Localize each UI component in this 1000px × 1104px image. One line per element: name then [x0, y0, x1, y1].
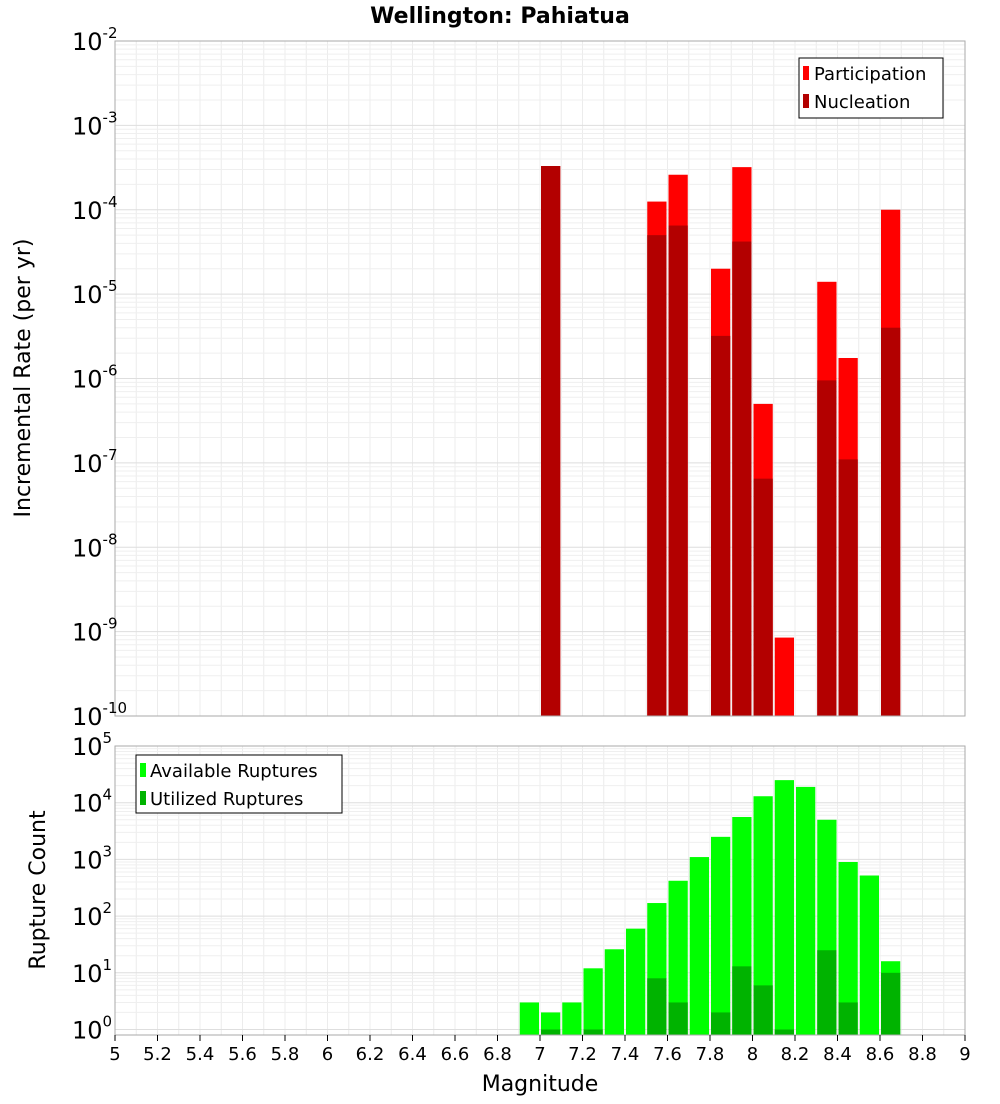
top-legend-box — [798, 57, 944, 119]
top-y-tick-label: 10-4 — [72, 193, 118, 225]
bar-utilized-ruptures — [774, 1029, 794, 1035]
top-y-tick-label: 10-9 — [72, 615, 118, 647]
bar-utilized-ruptures — [838, 1002, 858, 1035]
top-plot: 10-10 10-9 10-8 10-7 10-6 10-5 10-4 10-3 10-2 In… — [11, 24, 966, 731]
bottom-legend-box — [135, 754, 343, 814]
bar-utilized-ruptures — [668, 1002, 688, 1035]
top-bars — [541, 166, 901, 717]
bar-available-ruptures — [753, 796, 773, 1035]
top-plot-border — [114, 40, 966, 717]
top-y-tick-label: 10-10 — [72, 699, 127, 731]
bar-utilized-ruptures — [711, 1012, 731, 1035]
bottom-bars — [519, 780, 901, 1035]
bar-available-ruptures — [626, 928, 646, 1035]
legend-label-utilized: Utilized Ruptures — [150, 789, 303, 810]
bar-available-ruptures — [859, 875, 879, 1035]
x-ticks: 5 5.2 5.4 5.6 5.8 6 6.2 6.4 6.6 6.8 7 7.2 7.4 7.6 7.8 8… — [109, 1035, 971, 1065]
top-y-tick-label: 10-6 — [72, 362, 118, 394]
bar-nucleation — [817, 380, 837, 716]
x-tick-label: 6.2 — [356, 1044, 385, 1065]
bar-available-ruptures — [711, 836, 731, 1035]
bar-nucleation — [753, 478, 773, 716]
x-tick-label: 7.8 — [696, 1044, 725, 1065]
top-y-tick-label: 10-3 — [72, 108, 118, 140]
bar-available-ruptures — [519, 1002, 539, 1035]
bar-available-ruptures — [583, 968, 603, 1035]
x-tick-label: 8.4 — [823, 1044, 852, 1065]
x-tick-label: 6 — [322, 1044, 333, 1065]
bottom-y-tick-label: 101 — [72, 956, 112, 988]
x-tick-label: 5.4 — [186, 1044, 215, 1065]
top-grid — [114, 40, 966, 717]
bar-utilized-ruptures — [881, 972, 901, 1035]
bar-nucleation — [647, 235, 667, 716]
x-tick-label: 5.6 — [228, 1044, 257, 1065]
bar-nucleation — [732, 241, 752, 717]
x-tick-label: 7.6 — [653, 1044, 682, 1065]
x-tick-label: 7.4 — [611, 1044, 640, 1065]
x-tick-label: 8 — [747, 1044, 758, 1065]
bar-nucleation — [881, 327, 901, 716]
bar-utilized-ruptures — [583, 1029, 603, 1035]
legend-label-available: Available Ruptures — [150, 761, 318, 782]
x-tick-label: 8.8 — [908, 1044, 937, 1065]
top-legend: Participation Nucleation — [798, 57, 944, 119]
bar-available-ruptures — [689, 857, 709, 1035]
bottom-y-axis-label: Rupture Count — [26, 810, 51, 970]
bar-available-ruptures — [562, 1002, 582, 1035]
chart-title: Wellington: Pahiatua — [370, 4, 630, 29]
x-tick-label: 6.4 — [398, 1044, 427, 1065]
bar-available-ruptures — [774, 780, 794, 1035]
top-y-tick-label: 10-8 — [72, 530, 118, 562]
bottom-y-tick-label: 103 — [72, 842, 112, 874]
bar-utilized-ruptures — [732, 966, 752, 1035]
bar-participation — [774, 637, 794, 716]
bottom-y-tick-label: 104 — [72, 786, 112, 818]
x-tick-label: 5.2 — [143, 1044, 172, 1065]
bottom-y-tick-label: 102 — [72, 899, 112, 931]
x-tick-label: 6.6 — [441, 1044, 470, 1065]
bar-nucleation — [668, 225, 688, 716]
bar-nucleation — [838, 459, 858, 716]
bar-available-ruptures — [668, 880, 688, 1035]
x-tick-label: 9 — [959, 1044, 970, 1065]
bottom-y-tick-label: 100 — [72, 1013, 112, 1045]
x-axis-label: Magnitude — [482, 1072, 599, 1097]
legend-swatch-available — [140, 763, 146, 777]
bar-utilized-ruptures — [541, 1029, 561, 1035]
x-tick-label: 7.2 — [568, 1044, 597, 1065]
bottom-y-tick-label: 105 — [72, 729, 112, 761]
bar-nucleation — [541, 166, 561, 717]
x-tick-label: 6.8 — [483, 1044, 512, 1065]
top-y-axis-label: Incremental Rate (per yr) — [11, 239, 36, 518]
bottom-plot: 100 101 102 103 104 105 Rupture Count Availab… — [26, 729, 966, 1045]
legend-swatch-utilized — [140, 791, 146, 805]
top-y-tick-label: 10-7 — [72, 446, 118, 478]
legend-label-nucleation: Nucleation — [814, 92, 910, 113]
bottom-y-ticks: 100 101 102 103 104 105 — [72, 729, 112, 1045]
bottom-legend: Available Ruptures Utilized Ruptures — [135, 754, 343, 814]
legend-swatch-participation — [803, 66, 809, 80]
bar-available-ruptures — [796, 786, 816, 1035]
bar-nucleation — [711, 335, 731, 716]
bar-utilized-ruptures — [753, 985, 773, 1035]
legend-swatch-nucleation — [803, 94, 809, 108]
top-y-tick-label: 10-5 — [72, 277, 118, 309]
bar-utilized-ruptures — [817, 950, 837, 1035]
top-y-tick-label: 10-2 — [72, 24, 118, 56]
legend-label-participation: Participation — [814, 64, 926, 85]
top-y-ticks: 10-10 10-9 10-8 10-7 10-6 10-5 10-4 10-3 10-2 — [72, 24, 127, 731]
bar-available-ruptures — [604, 949, 624, 1035]
bar-available-ruptures — [838, 861, 858, 1035]
x-tick-label: 8.2 — [781, 1044, 810, 1065]
x-tick-label: 7 — [534, 1044, 545, 1065]
bar-available-ruptures — [541, 1012, 561, 1035]
bar-utilized-ruptures — [647, 978, 667, 1035]
x-tick-label: 5.8 — [271, 1044, 300, 1065]
x-tick-label: 5 — [109, 1044, 120, 1065]
x-tick-label: 8.6 — [866, 1044, 895, 1065]
